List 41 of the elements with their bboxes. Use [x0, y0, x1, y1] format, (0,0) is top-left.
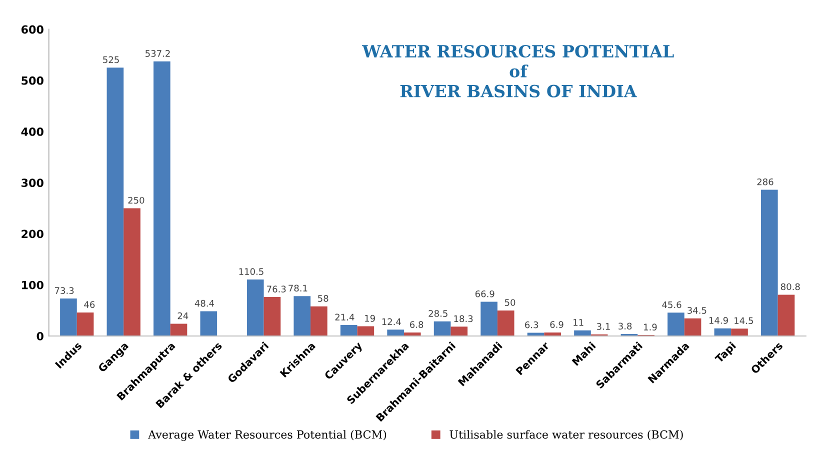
- data-label: 110.5: [239, 268, 264, 275]
- data-label: 525: [103, 56, 119, 64]
- y-tick-label: 500: [22, 76, 44, 85]
- data-label: 34.5: [688, 307, 706, 314]
- data-label: 58: [318, 294, 328, 302]
- data-label: 19: [365, 314, 375, 322]
- data-label: 537.2: [146, 50, 170, 57]
- data-label: 78.1: [288, 284, 308, 292]
- y-tick-label: 0: [36, 332, 44, 340]
- data-label: 11: [574, 319, 584, 326]
- data-label: 24: [178, 312, 188, 320]
- y-tick-label: 300: [22, 178, 44, 188]
- legend-label: Utilisable surface water resources (BCM): [450, 430, 683, 440]
- y-tick-label: 200: [22, 230, 44, 238]
- data-label: 21.4: [335, 314, 354, 320]
- data-label: 28.5: [428, 310, 448, 317]
- data-label: 250: [128, 196, 144, 204]
- y-tick-label: 100: [22, 280, 44, 290]
- data-label: 50: [504, 299, 516, 306]
- data-label: 18.3: [454, 315, 473, 322]
- data-label: 286: [757, 178, 774, 186]
- data-label: 46: [84, 301, 95, 308]
- data-label: 6.9: [550, 321, 564, 328]
- y-tick-label: 600: [21, 25, 44, 34]
- data-label: 73.3: [54, 287, 74, 294]
- data-label: 6.3: [525, 321, 538, 328]
- data-label: 80.8: [780, 283, 800, 290]
- text: WATER RESOURCES POTENTIAL of RIVER BASINS OF INDIA: [362, 44, 674, 98]
- data-label: 12.4: [382, 318, 401, 325]
- data-label: 3.1: [596, 323, 610, 330]
- data-label: 48.4: [194, 300, 214, 307]
- data-label: 6.8: [410, 321, 424, 328]
- data-label: 76.3: [267, 286, 286, 292]
- y-tick-label: 400: [21, 128, 44, 136]
- legend-label: Average Water Resources Potential (BCM): [148, 430, 386, 441]
- data-label: 3.8: [618, 322, 632, 330]
- data-label: 14.9: [709, 317, 728, 324]
- data-label: 45.6: [662, 301, 682, 308]
- data-label: 66.9: [475, 290, 494, 298]
- data-label: 14.5: [734, 317, 753, 324]
- data-label: 1.9: [644, 324, 657, 330]
